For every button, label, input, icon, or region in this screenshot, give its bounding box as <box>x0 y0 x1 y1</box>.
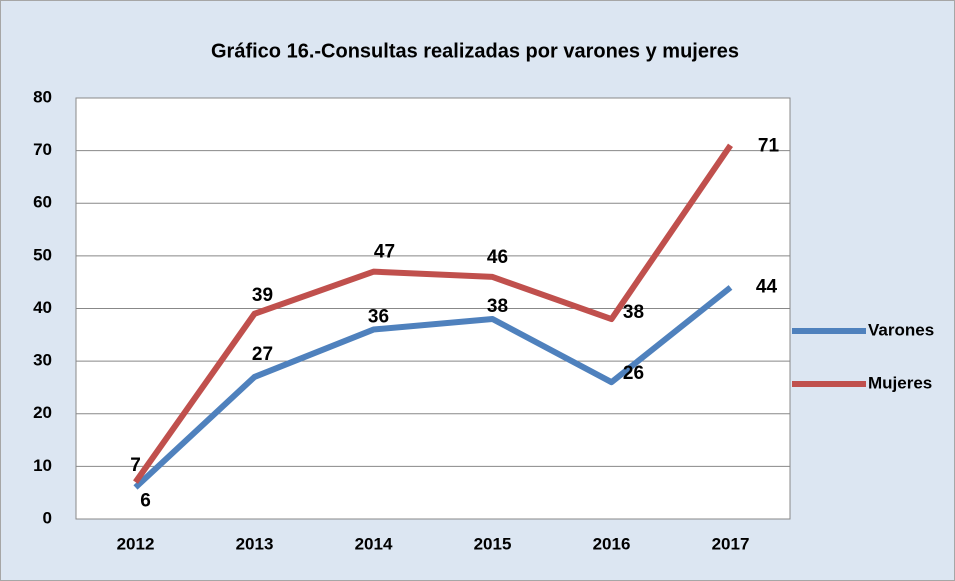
data-label: 7 <box>130 455 141 476</box>
data-label: 71 <box>758 135 780 156</box>
series-line <box>133 285 733 490</box>
legend-label: Mujeres <box>868 373 932 392</box>
data-label: 27 <box>252 344 273 365</box>
x-tick-label: 2014 <box>355 534 393 553</box>
data-label: 44 <box>756 276 778 297</box>
y-tick-label: 80 <box>33 87 52 106</box>
x-tick-label: 2013 <box>236 534 274 553</box>
y-tick-label: 60 <box>33 193 52 212</box>
x-tick-label: 2015 <box>474 534 512 553</box>
x-tick-label: 2017 <box>712 534 750 553</box>
data-label: 26 <box>623 363 644 384</box>
y-tick-label: 70 <box>33 140 52 159</box>
x-tick-label: 2012 <box>117 534 155 553</box>
y-tick-label: 50 <box>33 245 52 264</box>
data-label: 39 <box>252 285 273 306</box>
data-label: 38 <box>623 302 644 323</box>
data-label: 47 <box>374 242 395 263</box>
series-line <box>133 143 733 484</box>
y-tick-label: 10 <box>33 456 52 475</box>
y-tick-label: 40 <box>33 298 52 317</box>
legend-label: Varones <box>868 320 934 339</box>
y-tick-label: 0 <box>43 508 52 527</box>
data-label: 38 <box>487 296 508 317</box>
data-label: 46 <box>487 247 508 268</box>
data-label: 6 <box>140 490 151 511</box>
x-tick-label: 2016 <box>593 534 631 553</box>
y-tick-label: 30 <box>33 351 52 370</box>
data-label: 36 <box>368 307 389 328</box>
y-tick-label: 20 <box>33 403 52 422</box>
chart-title: Gráfico 16.-Consultas realizadas por var… <box>211 40 739 62</box>
